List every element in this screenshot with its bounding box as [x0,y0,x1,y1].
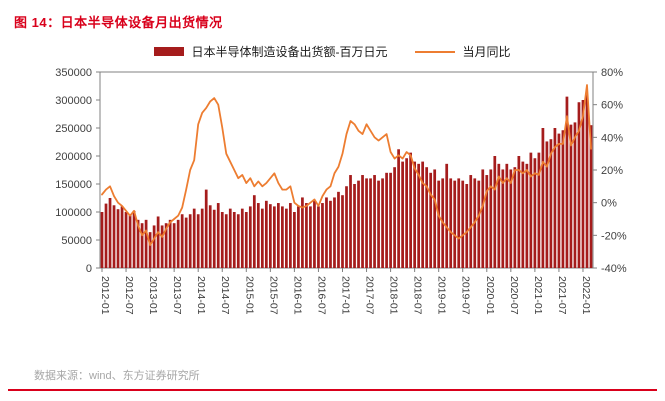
svg-text:-40%: -40% [601,263,627,275]
svg-text:80%: 80% [601,67,623,79]
svg-text:2021-01: 2021-01 [532,276,544,315]
svg-text:2019-07: 2019-07 [460,276,472,315]
svg-text:-20%: -20% [601,230,627,242]
svg-text:40%: 40% [601,132,623,144]
svg-text:2012-07: 2012-07 [123,276,135,315]
legend: 日本半导体制造设备出货额-百万日元 当月同比 [0,43,665,60]
svg-text:60%: 60% [601,100,623,112]
bar-series-swatch [154,47,185,56]
svg-text:2012-01: 2012-01 [99,276,111,315]
source-note: 数据来源：wind、东方证券研究所 [34,370,200,382]
svg-text:2014-07: 2014-07 [219,276,231,315]
svg-text:50000: 50000 [61,235,92,247]
svg-text:2018-01: 2018-01 [388,276,400,315]
bottom-rule [8,389,657,391]
svg-text:2015-07: 2015-07 [267,276,279,315]
svg-text:2016-01: 2016-01 [291,276,303,315]
svg-text:2020-01: 2020-01 [484,276,496,315]
svg-text:250000: 250000 [55,123,92,135]
figure-title: 图 14：日本半导体设备月出货情况 [14,15,223,30]
svg-text:2016-07: 2016-07 [315,276,327,315]
svg-text:2013-01: 2013-01 [147,276,159,315]
svg-text:2020-07: 2020-07 [508,276,520,315]
svg-text:150000: 150000 [55,179,92,191]
svg-text:2018-07: 2018-07 [412,276,424,315]
svg-text:2022-01: 2022-01 [580,276,592,315]
legend-item-line[interactable]: 当月同比 [415,43,511,60]
svg-text:2017-07: 2017-07 [364,276,376,315]
svg-text:0: 0 [86,263,92,275]
chart-canvas: 0 50000 100000 150000 200000 250000 300000 3500… [55,67,627,315]
svg-text:0%: 0% [601,198,617,210]
svg-text:300000: 300000 [55,95,92,107]
svg-text:200000: 200000 [55,151,92,163]
legend-bar-label: 日本半导体制造设备出货额-百万日元 [191,45,388,59]
svg-text:350000: 350000 [55,67,92,79]
svg-text:2021-07: 2021-07 [556,276,568,315]
legend-line-label: 当月同比 [462,45,511,59]
legend-item-bar[interactable]: 日本半导体制造设备出货额-百万日元 [154,43,387,60]
svg-text:2017-01: 2017-01 [339,276,351,315]
svg-text:100000: 100000 [55,207,92,219]
svg-text:2015-01: 2015-01 [243,276,255,315]
svg-text:2013-07: 2013-07 [171,276,183,315]
svg-text:2014-01: 2014-01 [195,276,207,315]
svg-text:20%: 20% [601,165,623,177]
line-series-swatch [415,50,456,53]
svg-text:2019-01: 2019-01 [436,276,448,315]
